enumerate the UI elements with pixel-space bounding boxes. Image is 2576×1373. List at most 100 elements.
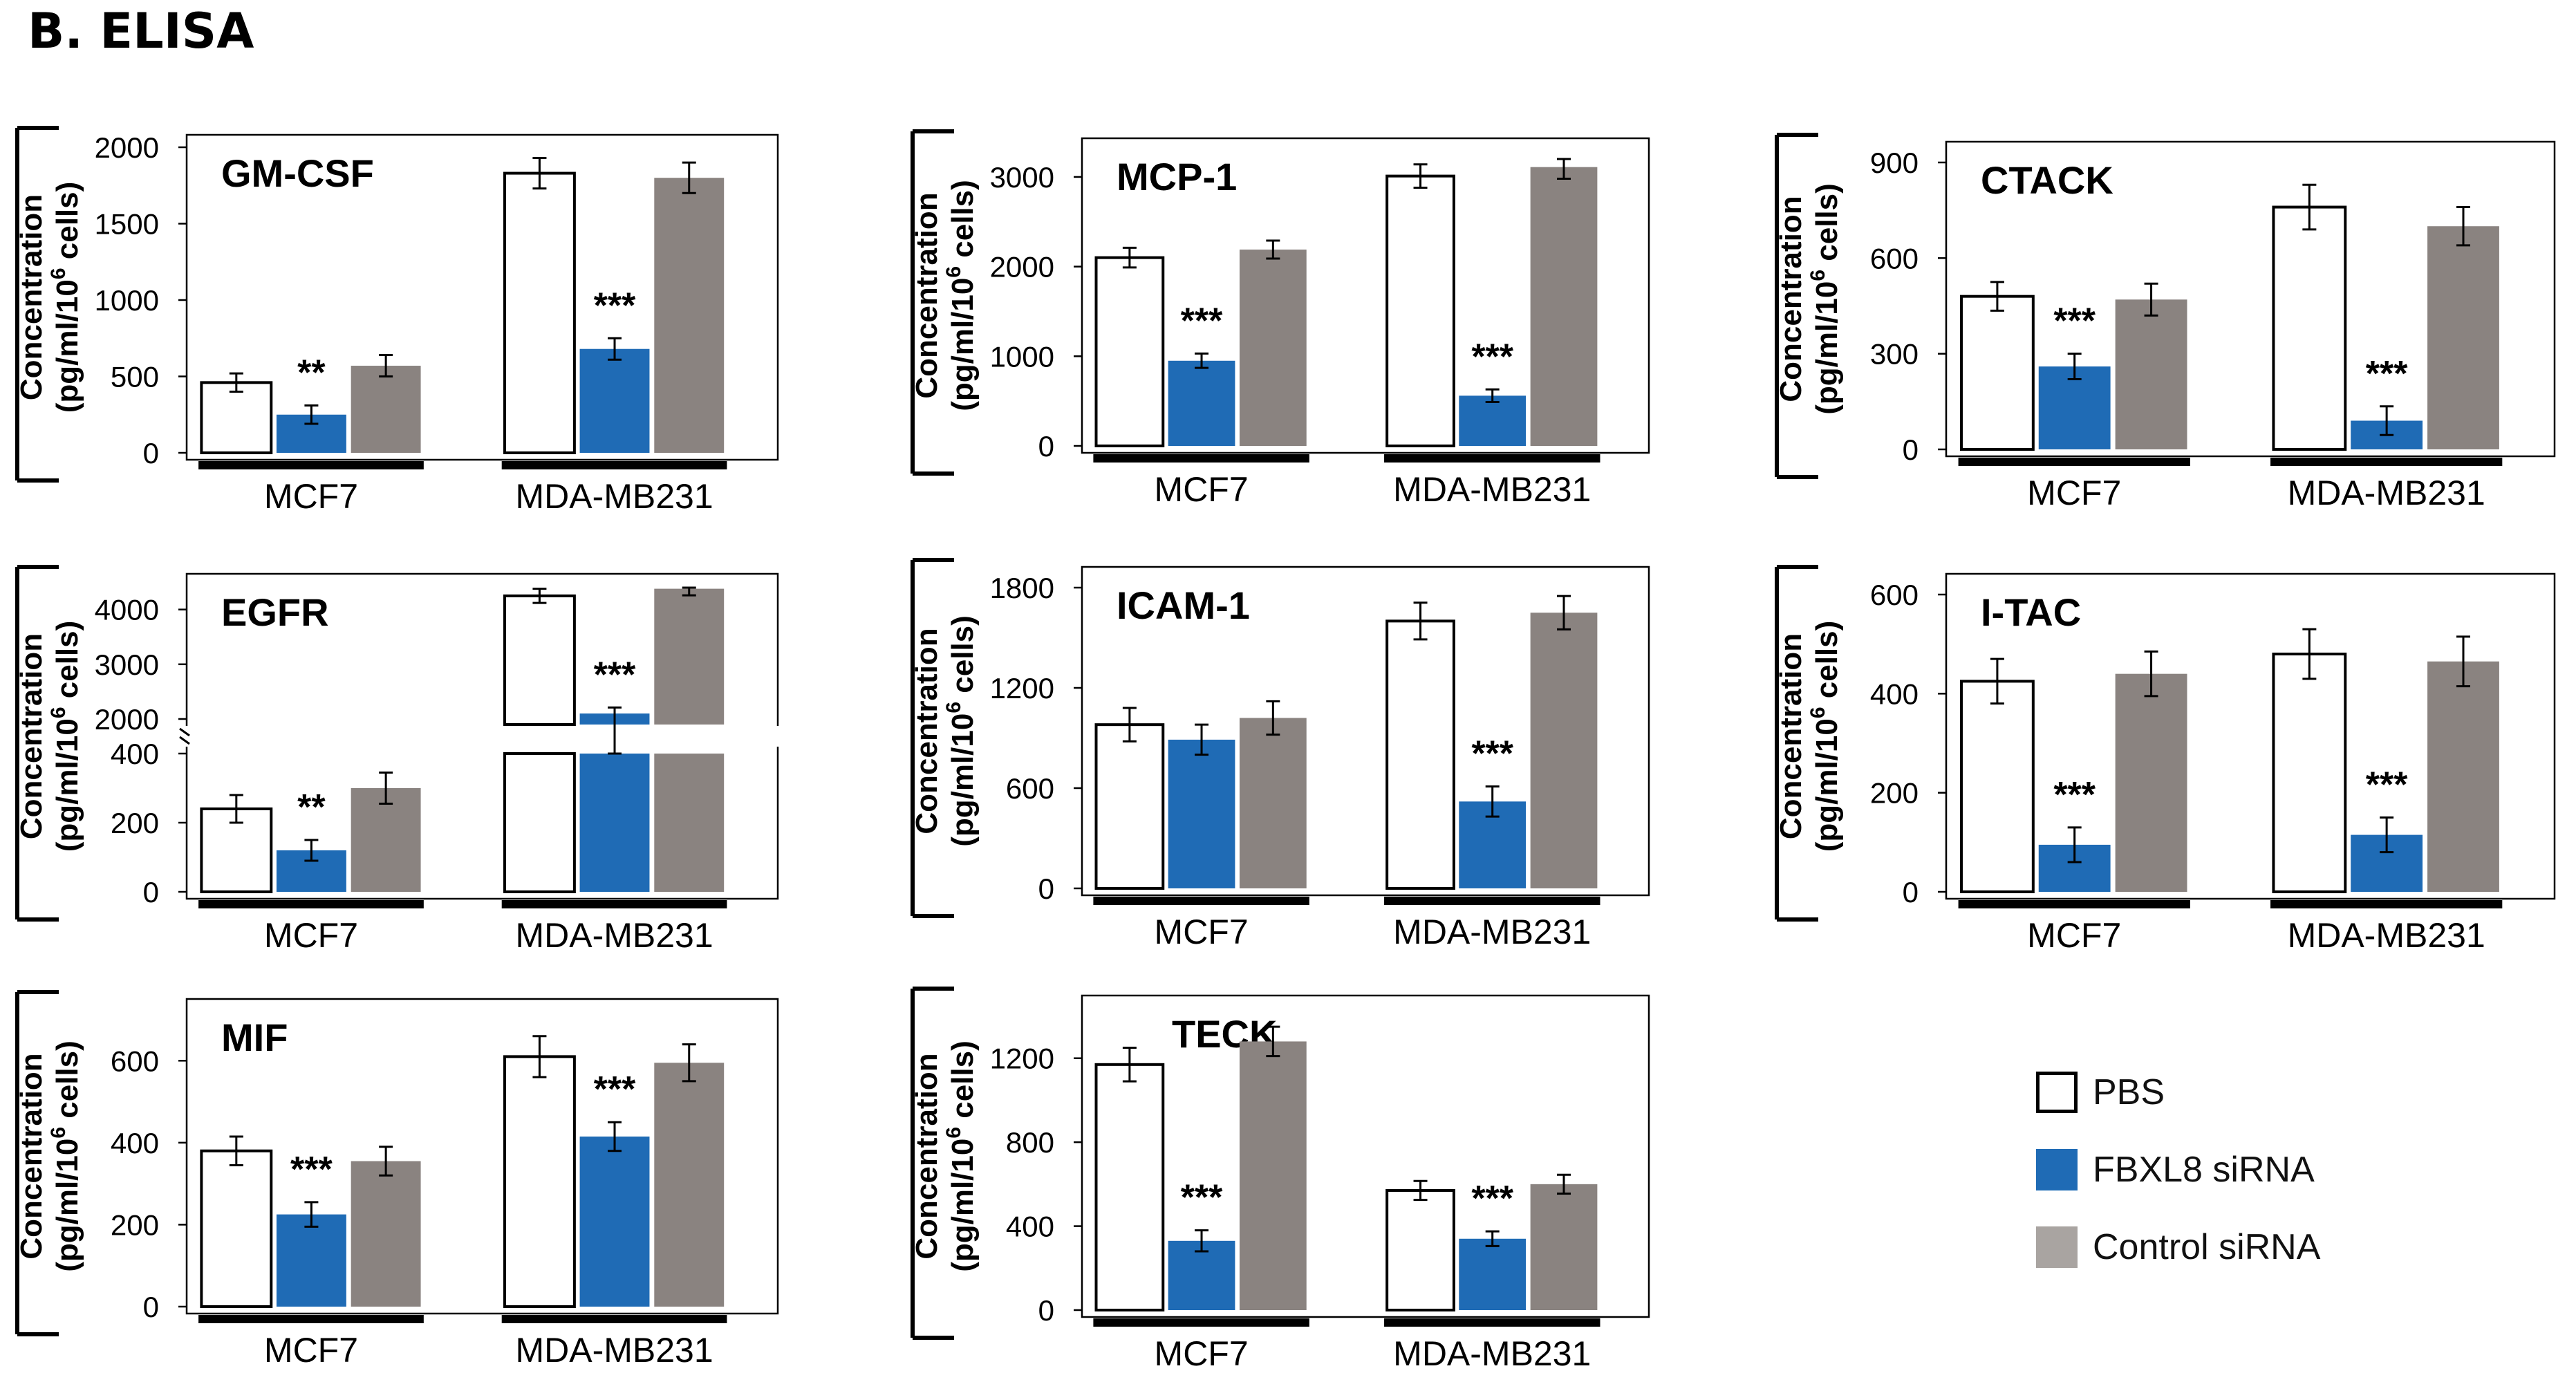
significance-marker: *** — [594, 1070, 636, 1110]
chart-panel-ctack: Concentration(pg/ml/106 cells) CTACK 0 300 6… — [1774, 133, 2556, 512]
significance-marker: *** — [1471, 337, 1513, 377]
chart-panel-i-tac: Concentration(pg/ml/106 cells) I-TAC 0 200 4… — [1774, 565, 2556, 955]
category-label-mda-mb231: MDA-MB231 — [2288, 916, 2485, 955]
chart-title: ICAM-1 — [1117, 583, 1250, 627]
y-axis-label: Concentration(pg/ml/106 cells) — [910, 615, 980, 847]
bar-mcf7-pbs — [1094, 723, 1165, 890]
category-label-mcf7: MCF7 — [264, 916, 358, 955]
axis-break-mark — [179, 727, 190, 737]
y-tick-label: 0 — [1038, 1294, 1054, 1327]
y-axis-label-superscript: 6 — [1807, 270, 1829, 281]
y-tick-label: 4000 — [95, 594, 159, 626]
axis-break-mark — [179, 736, 190, 745]
significance-marker: *** — [2053, 301, 2096, 342]
bar-mcf7-control-sirna — [1239, 1041, 1307, 1310]
legend-swatch-pbs — [2036, 1072, 2078, 1113]
bar-mcf7-fbxl8-sirna — [1168, 360, 1235, 446]
bar-mcf7-pbs — [1960, 680, 2035, 894]
chart-title: MIF — [221, 1016, 288, 1059]
y-axis-label-line2-rest: cells) — [50, 621, 84, 707]
bar-mda-mb231-control-sirna-upper — [654, 588, 725, 725]
y-tick-label: 2000 — [95, 703, 159, 736]
significance-marker: ** — [297, 787, 326, 828]
y-axis-label-line1: Concentration — [910, 1053, 944, 1259]
y-axis-label-line1: Concentration — [15, 194, 48, 400]
category-label-mda-mb231: MDA-MB231 — [515, 916, 713, 955]
y-tick-label: 200 — [111, 1208, 159, 1241]
plot-frame — [1081, 566, 1650, 897]
category-label-mcf7: MCF7 — [264, 1331, 358, 1370]
legend-swatch-control — [2036, 1226, 2078, 1268]
bar-mcf7-control-sirna — [1239, 249, 1307, 446]
y-axis-label: Concentration(pg/ml/106 cells) — [15, 182, 84, 413]
bar-mda-mb231-control-sirna — [1530, 167, 1598, 446]
y-tick-label: 1500 — [95, 208, 159, 241]
y-tick-label: 600 — [1870, 579, 1919, 611]
legend-swatch-fbxl8 — [2036, 1149, 2078, 1190]
y-tick-label: 1000 — [990, 340, 1054, 373]
bar-mda-mb231-fbxl8-sirna — [1459, 395, 1527, 446]
chart-title: EGFR — [221, 590, 329, 634]
bar-mda-mb231-pbs-lower — [503, 752, 576, 893]
y-tick-label: 1800 — [990, 572, 1054, 604]
bar-mcf7-fbxl8-sirna — [1168, 739, 1235, 888]
significance-marker: *** — [594, 286, 636, 326]
category-label-mda-mb231: MDA-MB231 — [2288, 474, 2485, 512]
plot-frame — [1945, 140, 2556, 458]
significance-marker: ** — [297, 353, 326, 393]
y-axis-label-superscript: 6 — [47, 1127, 70, 1139]
y-axis-label-line2-rest: cells) — [946, 615, 980, 702]
legend-item-pbs: PBS — [2036, 1065, 2165, 1120]
y-tick-label: 0 — [1903, 876, 1919, 908]
bar-mda-mb231-control-sirna — [1530, 613, 1598, 888]
y-axis-label-line2-rest: cells) — [946, 1040, 980, 1127]
y-tick-label: 400 — [1006, 1211, 1054, 1243]
bar-mcf7-pbs — [200, 381, 273, 455]
bar-mcf7-pbs — [1094, 256, 1165, 447]
category-label-mda-mb231: MDA-MB231 — [515, 477, 713, 516]
significance-marker: *** — [290, 1150, 333, 1190]
bar-mcf7-pbs — [1094, 1063, 1165, 1311]
y-axis-label: Concentration(pg/ml/106 cells) — [15, 1040, 84, 1272]
bar-mcf7-control-sirna — [2115, 673, 2187, 892]
bar-mda-mb231-fbxl8-sirna-lower — [579, 754, 650, 892]
y-axis-label-line2-rest: cells) — [1810, 183, 1844, 270]
bar-mda-mb231-control-sirna — [654, 1063, 725, 1307]
plot-frame — [185, 998, 779, 1315]
y-tick-label: 2000 — [95, 131, 159, 164]
legend: PBS FBXL8 siRNA Control siRNA — [2036, 1065, 2479, 1300]
chart-title: CTACK — [1981, 158, 2113, 202]
chart-panel-teck: Concentration(pg/ml/106 cells)TECK040080… — [910, 987, 1650, 1373]
legend-label-control: Control siRNA — [2093, 1227, 2321, 1267]
y-tick-label: 300 — [1870, 338, 1919, 371]
bar-mcf7-pbs — [1960, 295, 2035, 451]
y-tick-label: 0 — [143, 437, 159, 469]
plot-frame — [185, 133, 779, 461]
category-label-mcf7: MCF7 — [1155, 913, 1249, 951]
bar-mda-mb231-pbs — [2272, 205, 2347, 451]
bar-mda-mb231-control-sirna-lower — [654, 754, 725, 892]
y-axis-label-superscript: 6 — [942, 1127, 965, 1139]
significance-marker: *** — [2366, 765, 2408, 805]
y-tick-label: 600 — [1870, 242, 1919, 274]
bar-mda-mb231-pbs — [1385, 1188, 1455, 1311]
y-tick-label: 1000 — [95, 284, 159, 317]
bar-mcf7-pbs — [200, 1149, 273, 1308]
significance-marker: *** — [1181, 301, 1223, 341]
y-tick-label: 200 — [111, 807, 159, 839]
legend-item-fbxl8: FBXL8 siRNA — [2036, 1142, 2315, 1197]
significance-marker: *** — [2366, 354, 2408, 394]
y-tick-label: 200 — [1870, 777, 1919, 810]
y-tick-label: 500 — [111, 361, 159, 393]
y-axis-label-line1: Concentration — [910, 628, 944, 834]
y-axis-label-line2: (pg/ml/106 cells) — [1807, 183, 1844, 415]
y-tick-label: 1200 — [990, 672, 1054, 704]
bar-mcf7-control-sirna — [2115, 299, 2187, 449]
bar-mda-mb231-pbs — [503, 1055, 576, 1309]
chart-panel-icam-1: Concentration(pg/ml/106 cells) ICAM-1 0 600… — [910, 558, 1650, 951]
y-tick-label: 3000 — [95, 648, 159, 681]
y-axis-label-line1: Concentration — [1774, 196, 1808, 402]
y-axis-label-superscript: 6 — [942, 266, 965, 278]
category-label-mda-mb231: MDA-MB231 — [1393, 1334, 1591, 1373]
